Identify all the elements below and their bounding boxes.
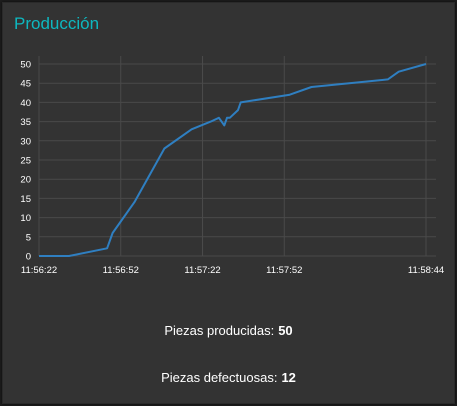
- production-chart: 0 5 10 15 20 25 30 35 40 45 50 11:56:22 11:56:52 11:5…: [20, 56, 444, 277]
- y-tick-label: 30: [20, 136, 31, 147]
- x-tick-label: 11:57:52: [266, 265, 302, 276]
- x-tick-label: 11:56:52: [103, 265, 139, 276]
- y-tick-label: 40: [20, 98, 31, 109]
- y-tick-label: 35: [20, 117, 31, 128]
- y-tick-label: 45: [20, 79, 31, 90]
- x-tick-label: 11:56:22: [21, 265, 57, 276]
- x-tick-label: 11:58:44: [408, 265, 444, 276]
- produced-stat: Piezas producidas: 50: [3, 323, 454, 338]
- chart-axes: 0 5 10 15 20 25 30 35 40 45 50 11:56:22 11:56:52 11:5…: [20, 60, 444, 277]
- defective-label: Piezas defectuosas:: [161, 370, 278, 385]
- x-tick-label: 11:57:22: [184, 265, 220, 276]
- defective-stat: Piezas defectuosas: 12: [3, 370, 454, 385]
- y-tick-label: 0: [26, 252, 31, 263]
- panel-title: Producción: [14, 14, 100, 33]
- y-tick-label: 25: [20, 156, 31, 167]
- defective-value: 12: [281, 370, 296, 385]
- y-tick-label: 50: [20, 60, 31, 71]
- y-tick-label: 20: [20, 175, 31, 186]
- produced-label: Piezas producidas:: [164, 323, 275, 338]
- chart-series: [39, 63, 427, 257]
- y-tick-label: 10: [20, 213, 31, 224]
- series-line: [39, 63, 427, 257]
- y-tick-label: 15: [20, 194, 31, 205]
- chart-grid: [38, 56, 436, 257]
- produced-value: 50: [278, 323, 293, 338]
- y-tick-label: 5: [26, 232, 31, 243]
